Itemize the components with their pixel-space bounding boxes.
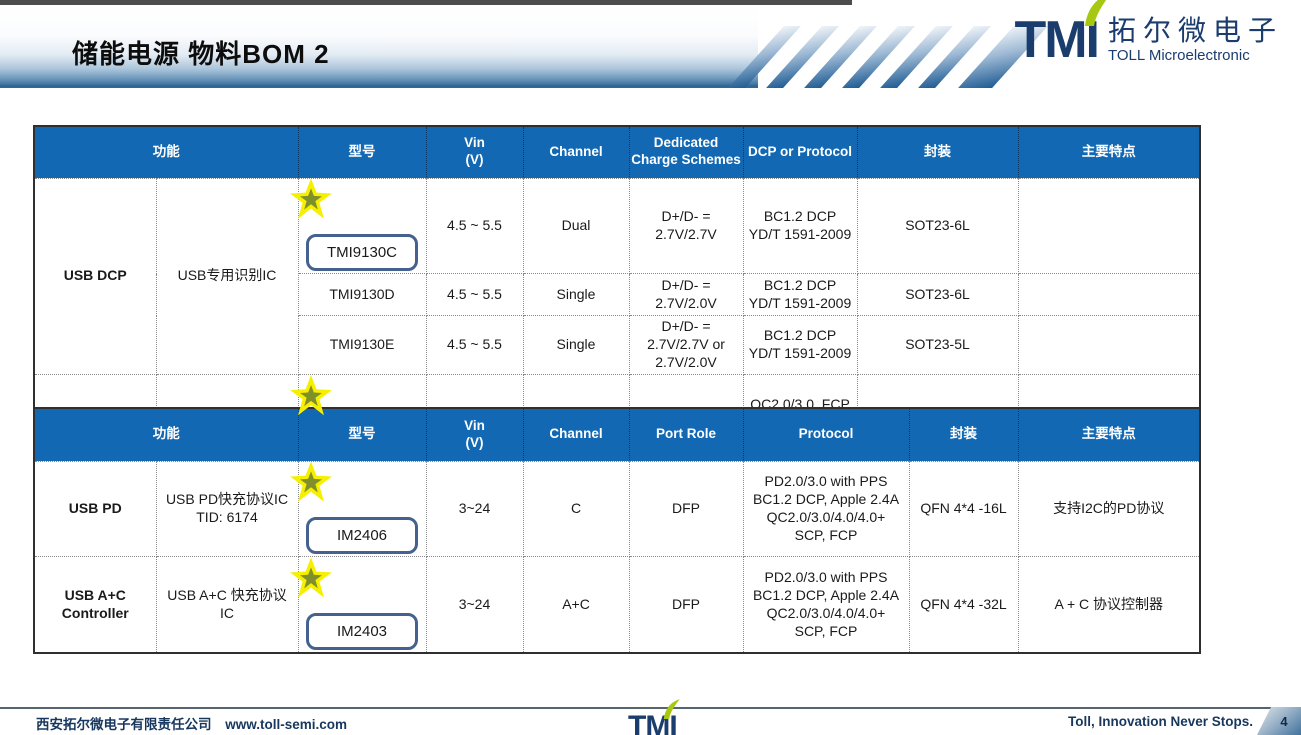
cell-model: TMI9130E bbox=[297, 315, 427, 376]
logo-cn-name: 拓尔微电子 bbox=[1107, 14, 1283, 46]
table-row: TMI9130D 4.5 ~ 5.5 Single D+/D- = 2.7V/2… bbox=[34, 273, 1201, 317]
col-header-features: 主要特点 bbox=[1017, 408, 1201, 461]
cell-function-group: USB A+C Controller bbox=[33, 556, 157, 654]
cell-vin: 4.5 ~ 5.5 bbox=[425, 273, 524, 317]
cell-model: IM2403 bbox=[290, 556, 427, 654]
cell-channel: Dual bbox=[522, 177, 630, 275]
cell-protocol: PD2.0/3.0 with PPS BC1.2 DCP, Apple 2.4A… bbox=[742, 460, 910, 558]
leaf-icon bbox=[1084, 0, 1107, 26]
col-header-function: 功能 bbox=[33, 126, 299, 178]
logo-text: 拓尔微电子 TOLL Microelectronic bbox=[1108, 15, 1283, 66]
cell-scheme: D+/D- = 2.7V/2.7V bbox=[628, 177, 744, 275]
cell-protocol: BC1.2 DCP YD/T 1591-2009 bbox=[742, 315, 858, 376]
cell-channel: A+C bbox=[522, 556, 630, 654]
cell-features: A + C 协议控制器 bbox=[1017, 556, 1201, 654]
cell-package: QFN 4*4 -16L bbox=[908, 460, 1019, 558]
cell-package: SOT23-5L bbox=[856, 315, 1019, 376]
star-inner-icon bbox=[300, 471, 322, 493]
cell-channel: Single bbox=[522, 273, 630, 317]
footer-website-link[interactable]: www.toll-semi.com bbox=[225, 717, 348, 732]
cell-package: SOT23-6L bbox=[856, 273, 1019, 317]
cell-vin: 3~24 bbox=[425, 556, 524, 654]
model-box: IM2403 bbox=[306, 613, 418, 651]
cell-vin: 3~24 bbox=[425, 460, 524, 558]
cell-vin: 4.5 ~ 5.5 bbox=[425, 315, 524, 376]
cell-model: TMI9130C bbox=[290, 177, 427, 275]
cell-scheme: D+/D- = 2.7V/2.7V or 2.7V/2.0V bbox=[628, 315, 744, 376]
diagonal-stripes-decoration bbox=[728, 26, 1058, 88]
cell-vin: 4.5 ~ 5.5 bbox=[425, 177, 524, 275]
star-inner-icon bbox=[300, 567, 322, 589]
col-header-dcp-protocol: DCP or Protocol bbox=[742, 126, 858, 178]
col-header-function: 功能 bbox=[33, 408, 299, 461]
company-logo: TMI 拓尔微电子 TOLL Microelectronic bbox=[1014, 0, 1283, 66]
table-row: USB A+C Controller USB A+C 快充协议IC IM2403… bbox=[33, 556, 1201, 654]
col-header-model: 型号 bbox=[297, 408, 427, 461]
cell-function-sub: USB PD快充协议IC TID: 6174 bbox=[155, 460, 299, 558]
col-header-package: 封装 bbox=[856, 126, 1019, 178]
col-header-vin: Vin (V) bbox=[425, 408, 524, 461]
cell-features bbox=[1017, 315, 1201, 376]
model-highlight: TMI9130C bbox=[290, 178, 418, 272]
bom-table-usb-pd-ac: 功能 型号 Vin (V) Channel Port Role Protocol… bbox=[33, 407, 1201, 655]
footer-divider bbox=[0, 707, 1301, 709]
cell-features bbox=[1017, 177, 1201, 275]
footer-slogan: Toll, Innovation Never Stops. bbox=[1067, 714, 1253, 729]
header-band bbox=[0, 5, 758, 88]
cell-features: 支持I2C的PD协议 bbox=[1017, 460, 1201, 558]
col-header-channel: Channel bbox=[522, 126, 630, 178]
cell-model: TMI9130D bbox=[297, 273, 427, 317]
footer-company: 西安拓尔微电子有限责任公司 www.toll-semi.com bbox=[36, 713, 347, 733]
top-accent-bar bbox=[0, 0, 852, 5]
star-inner-icon bbox=[300, 188, 322, 210]
star-inner-icon bbox=[300, 385, 322, 407]
col-header-protocol: Protocol bbox=[742, 408, 910, 461]
logo-en-name: TOLL Microelectronic bbox=[1107, 47, 1250, 64]
cell-protocol: BC1.2 DCP YD/T 1591-2009 bbox=[742, 273, 858, 317]
cell-function-group: USB DCP bbox=[33, 177, 157, 376]
page-number: 4 bbox=[1280, 713, 1288, 729]
table-row: TMI9130E 4.5 ~ 5.5 Single D+/D- = 2.7V/2… bbox=[34, 315, 1201, 376]
cell-function-sub: USB专用识别IC bbox=[155, 177, 299, 376]
footer-company-name: 西安拓尔微电子有限责任公司 bbox=[36, 717, 212, 732]
table-row: USB PD USB PD快充协议IC TID: 6174 IM2406 3~2… bbox=[33, 460, 1201, 558]
cell-channel: C bbox=[522, 460, 630, 558]
table-row: USB DCP USB专用识别IC TMI9130C 4.5 ~ 5.5 Dua… bbox=[33, 177, 1201, 376]
col-header-charge-schemes: Dedicated Charge Schemes bbox=[628, 126, 744, 178]
logo-mark: TMI bbox=[1014, 0, 1108, 66]
col-header-features: 主要特点 bbox=[1017, 126, 1201, 178]
leaf-icon bbox=[663, 699, 680, 719]
model-box: IM2406 bbox=[306, 517, 418, 555]
col-header-channel: Channel bbox=[522, 408, 630, 461]
col-header-package: 封装 bbox=[908, 408, 1019, 461]
cell-channel: Single bbox=[522, 315, 630, 376]
cell-package: SOT23-6L bbox=[856, 177, 1019, 275]
cell-protocol: BC1.2 DCP YD/T 1591-2009 bbox=[742, 177, 858, 275]
cell-model: IM2406 bbox=[290, 460, 427, 558]
cell-port-role: DFP bbox=[628, 460, 744, 558]
cell-protocol: PD2.0/3.0 with PPS BC1.2 DCP, Apple 2.4A… bbox=[742, 556, 910, 654]
cell-features bbox=[1017, 273, 1201, 317]
model-highlight: IM2406 bbox=[290, 461, 418, 555]
col-header-vin: Vin (V) bbox=[425, 126, 524, 178]
cell-package: QFN 4*4 -32L bbox=[908, 556, 1019, 654]
page-number-tab: 4 bbox=[1257, 707, 1301, 735]
cell-scheme: D+/D- = 2.7V/2.0V bbox=[628, 273, 744, 317]
cell-function-group: USB PD bbox=[33, 460, 157, 558]
col-header-model: 型号 bbox=[297, 126, 427, 178]
cell-function-sub: USB A+C 快充协议IC bbox=[155, 556, 299, 654]
page-title: 储能电源 物料BOM 2 bbox=[72, 39, 330, 69]
model-box: TMI9130C bbox=[306, 234, 418, 272]
model-highlight: IM2403 bbox=[290, 557, 418, 651]
col-header-port-role: Port Role bbox=[628, 408, 744, 461]
footer-logo: TMI bbox=[628, 699, 680, 735]
cell-port-role: DFP bbox=[628, 556, 744, 654]
